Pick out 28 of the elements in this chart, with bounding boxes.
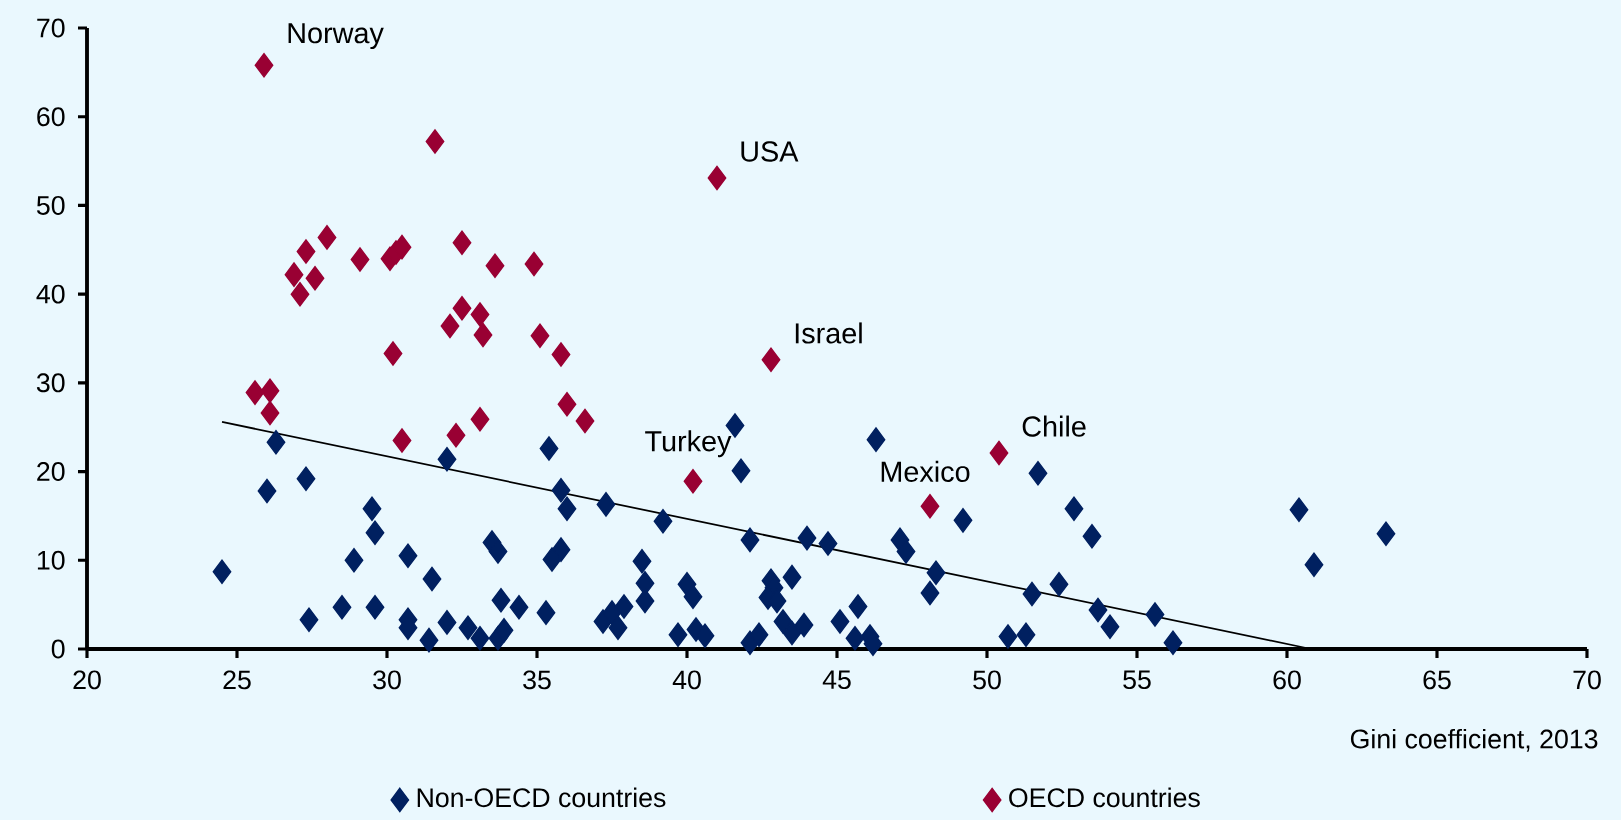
x-tick-label: 40	[672, 670, 701, 690]
y-tick-label: 30	[36, 373, 65, 393]
x-tick-label: 65	[1423, 670, 1451, 690]
y-tick-label: 10	[37, 550, 65, 570]
x-tick-label: 30	[373, 670, 401, 690]
y-tick-label: 50	[36, 195, 65, 215]
x-tick-label: 25	[223, 670, 251, 690]
x-tick-label: 20	[73, 670, 101, 690]
x-tick-label: 70	[1573, 670, 1601, 690]
legend-label: OECD countries	[1009, 787, 1200, 808]
annotation: Israel	[795, 322, 862, 344]
annotation: Turkey	[645, 430, 732, 458]
legend-label: Non-OECD countries	[417, 787, 666, 808]
y-tick-label: 60	[37, 107, 65, 127]
annotation: Norway	[288, 23, 384, 49]
x-tick-label: 45	[822, 670, 851, 689]
annotation: Mexico	[881, 460, 970, 482]
x-tick-label: 50	[973, 670, 1001, 690]
annotation: USA	[741, 141, 799, 162]
x-tick-label: 55	[1123, 670, 1151, 689]
y-tick-label: 20	[37, 461, 65, 481]
y-tick-label: 0	[51, 639, 65, 659]
y-tick-label: 70	[37, 18, 65, 38]
x-tick-label: 35	[523, 670, 551, 690]
x-tick-label: 60	[1273, 670, 1301, 690]
y-tick-label: 40	[36, 284, 65, 304]
annotation: Chile	[1022, 415, 1086, 437]
x-axis-title: Gini coefficient, 2013	[1350, 728, 1598, 752]
